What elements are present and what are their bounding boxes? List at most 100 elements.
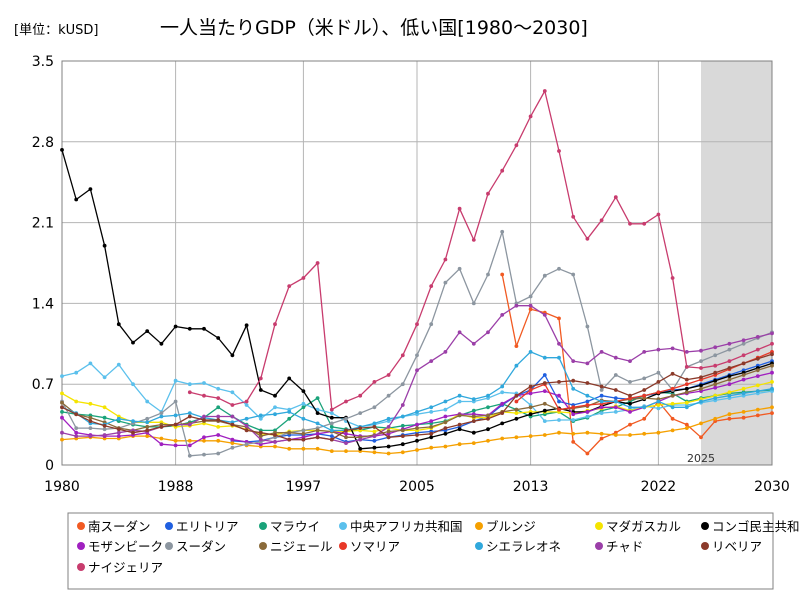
series-14-point	[386, 373, 391, 377]
x-tick-label: 2013	[513, 479, 549, 495]
series-12-point	[713, 345, 718, 350]
series-6-point	[315, 411, 320, 415]
series-9-point	[287, 430, 292, 435]
legend-item: ブルンジ	[475, 519, 536, 534]
legend-box	[67, 512, 774, 590]
series-13-point	[514, 393, 519, 398]
series-9-point	[684, 390, 689, 395]
series-12-point	[557, 341, 561, 346]
series-14-point	[542, 89, 547, 93]
series-13-point	[102, 423, 107, 428]
series-9-point	[528, 405, 533, 410]
chart-title: 一人当たりGDP（米ドル）、低い国[1980～2030]	[160, 17, 588, 39]
series-5-point	[60, 391, 64, 396]
series-11-point	[400, 414, 405, 419]
series-13-point	[400, 434, 405, 438]
series-4-point	[599, 431, 604, 436]
series-4-point	[755, 407, 760, 412]
series-11-point	[415, 410, 419, 414]
axes: 0 0.7 1.4 2.1 2.8 3.5 1980 1988 1997 2005 2013 2022…	[32, 54, 790, 495]
series-6-point	[415, 438, 419, 443]
series-3-point	[500, 390, 505, 395]
series-8-point	[415, 353, 419, 358]
series-11-point	[386, 416, 391, 421]
series-12-point	[244, 423, 249, 428]
series-8-point	[486, 272, 490, 277]
series-4-point	[486, 438, 490, 443]
series-9-point	[457, 413, 462, 418]
series-12-point	[528, 303, 533, 308]
series-11-point	[244, 416, 249, 421]
series-9-point	[471, 414, 476, 419]
series-4-point	[145, 434, 150, 438]
series-4-point	[770, 405, 774, 410]
series-4-point	[386, 451, 391, 456]
series-7-point	[571, 412, 576, 417]
series-8-point	[500, 229, 505, 234]
series-6-point	[514, 416, 519, 421]
series-9-point	[145, 425, 150, 429]
series-4-point	[628, 433, 632, 437]
series-12-point	[88, 434, 93, 438]
series-10-point	[684, 382, 689, 387]
legend-item: シエラレオネ	[475, 539, 561, 554]
series-11-point	[173, 413, 178, 418]
series-12-point	[187, 422, 192, 427]
series-12-point	[400, 403, 405, 407]
series-7-point	[60, 415, 64, 420]
plot-border	[61, 60, 773, 466]
series-8-point	[443, 280, 448, 285]
series-lines	[60, 89, 774, 458]
series-12-point	[429, 359, 434, 363]
series-12-point	[684, 350, 689, 354]
legend-label: シエラレオネ	[486, 539, 561, 554]
series-6-point	[145, 329, 150, 333]
series-12-point	[230, 414, 235, 419]
legend-marker	[475, 522, 483, 530]
series-3-point	[187, 382, 192, 387]
series-8-point	[301, 428, 306, 433]
series-13-point	[557, 380, 561, 384]
series-8-group	[60, 229, 774, 458]
series-6-point	[187, 326, 192, 331]
series-8-point	[741, 341, 746, 346]
series-4-point	[400, 450, 405, 455]
series-14-point	[770, 341, 774, 346]
series-5-point	[727, 390, 732, 395]
series-7-point	[613, 405, 618, 410]
series-14-point	[429, 284, 434, 288]
series-11-point	[187, 411, 192, 415]
series-0-point	[500, 272, 505, 277]
series-9-point	[542, 401, 547, 406]
legend-label: 南スーダン	[88, 519, 151, 534]
series-3-point	[74, 370, 79, 375]
series-4-point	[699, 421, 703, 426]
series-2-point	[301, 405, 306, 410]
series-7-point	[770, 370, 774, 375]
legend-label: ソマリア	[350, 539, 400, 554]
series-13-point	[471, 419, 476, 423]
series-9-point	[88, 415, 93, 420]
series-3-point	[88, 361, 93, 366]
legend-marker	[339, 542, 347, 550]
series-14-point	[415, 322, 419, 327]
series-4-point	[514, 435, 519, 440]
series-6-point	[88, 187, 93, 192]
series-3-point	[216, 386, 221, 391]
series-14-point	[585, 236, 590, 241]
series-13-group	[60, 352, 774, 442]
series-14-point	[216, 396, 221, 400]
series-13-point	[386, 435, 391, 440]
series-8-point	[230, 445, 235, 450]
series-13-point	[599, 384, 604, 389]
series-14-point	[329, 407, 334, 412]
series-14-point	[187, 390, 192, 395]
series-3-point	[557, 418, 561, 422]
legend-marker	[77, 563, 85, 571]
series-3-point	[571, 418, 576, 422]
series-13-point	[301, 437, 306, 442]
series-8-point	[400, 382, 405, 387]
series-5-point	[656, 403, 661, 407]
series-8-point	[585, 324, 590, 329]
